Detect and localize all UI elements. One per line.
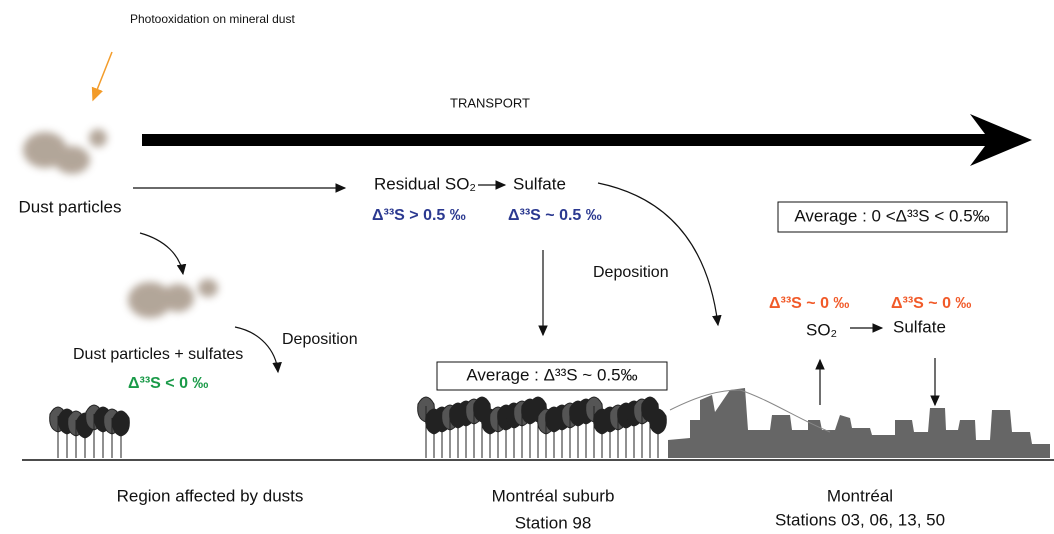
delta: Δ³³S < 0 ‰ — [128, 375, 208, 392]
tree — [649, 408, 667, 458]
label: Region affected by dusts — [117, 486, 304, 505]
label: Average : Δ³³S ~ 0.5‰ — [466, 365, 637, 384]
label: Dust particles — [19, 197, 122, 216]
bridge — [669, 389, 831, 433]
label: Average : 0 <Δ³³S < 0.5‰ — [794, 206, 989, 225]
label: Deposition — [593, 264, 669, 281]
box — [777, 201, 1008, 233]
label: TRANSPORT — [450, 95, 530, 110]
delta: Δ³³S ~ 0 ‰ — [769, 295, 849, 312]
label: Dust particles + sulfates — [73, 346, 243, 363]
label: Montréal — [827, 486, 893, 505]
delta: Δ³³S ~ 0 ‰ — [891, 295, 971, 312]
label: SO₂ — [806, 320, 837, 339]
label: Photooxidation on mineral dust — [130, 12, 295, 26]
label: Residual SO₂ — [374, 174, 476, 193]
label: Montréal suburb — [492, 486, 615, 505]
label: Sulfate — [893, 317, 946, 336]
dust-cloud — [23, 129, 218, 318]
label: Stations 03, 06, 13, 50 — [775, 510, 945, 529]
delta: Δ³³S ~ 0.5 ‰ — [508, 207, 602, 224]
arrow — [234, 326, 282, 374]
arrow — [597, 182, 722, 327]
delta: Δ³³S > 0.5 ‰ — [372, 207, 466, 224]
skyline — [668, 388, 1050, 458]
arrow — [139, 232, 187, 276]
trees — [49, 396, 667, 458]
tree — [112, 410, 130, 458]
box — [436, 361, 668, 391]
label: Station 98 — [515, 513, 592, 532]
label: Sulfate — [513, 174, 566, 193]
arrow — [91, 51, 113, 102]
transport-arrow — [142, 114, 1032, 166]
label: Deposition — [282, 331, 358, 348]
